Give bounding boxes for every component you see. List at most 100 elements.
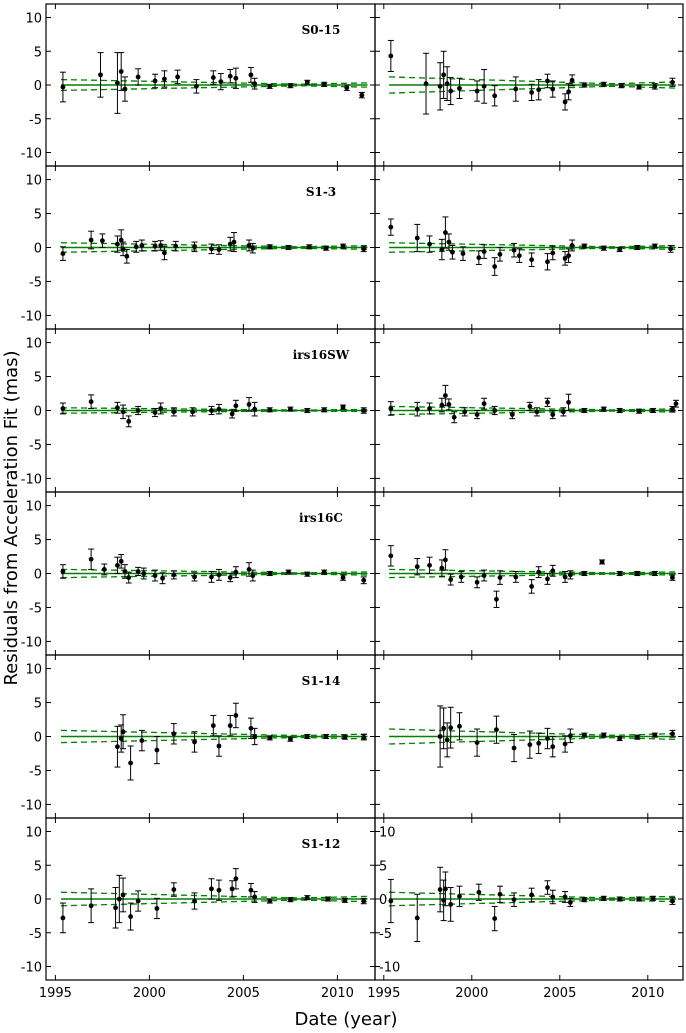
data-marker xyxy=(60,915,66,921)
data-marker xyxy=(162,76,167,82)
data-marker xyxy=(304,734,310,739)
data-point xyxy=(232,868,239,890)
y-tick-label: 0 xyxy=(34,405,42,420)
data-marker xyxy=(288,897,293,903)
y-tick-label: -5 xyxy=(29,275,42,290)
data-point xyxy=(266,898,273,904)
fit-lower-bound xyxy=(389,573,677,579)
data-marker xyxy=(388,53,394,59)
data-point xyxy=(191,892,198,910)
data-point xyxy=(567,728,574,744)
data-point xyxy=(650,407,657,414)
data-point xyxy=(340,404,347,410)
data-point xyxy=(321,569,328,575)
data-marker xyxy=(441,897,447,903)
data-marker xyxy=(511,247,517,253)
data-point xyxy=(437,705,444,768)
data-marker xyxy=(250,245,256,251)
data-marker xyxy=(88,399,94,405)
data-point xyxy=(304,895,311,901)
data-marker xyxy=(601,81,607,87)
data-marker xyxy=(474,412,480,417)
data-marker xyxy=(246,567,252,572)
data-point xyxy=(120,714,127,750)
data-point xyxy=(287,897,294,903)
y-tick-label: 5 xyxy=(34,534,42,549)
data-point xyxy=(321,407,328,413)
data-marker xyxy=(175,74,181,80)
data-marker xyxy=(340,404,346,410)
data-marker xyxy=(267,407,273,413)
data-marker xyxy=(233,75,239,81)
data-point xyxy=(99,233,106,248)
fit-upper-bound xyxy=(389,76,677,85)
data-point xyxy=(121,76,128,102)
data-marker xyxy=(569,77,575,83)
data-marker xyxy=(450,249,455,255)
data-point xyxy=(59,71,66,103)
data-marker xyxy=(427,562,432,568)
data-point xyxy=(581,407,588,414)
data-marker xyxy=(448,725,454,731)
data-marker xyxy=(252,406,258,412)
data-marker xyxy=(427,406,432,411)
data-marker xyxy=(60,406,66,411)
y-tick-label: -5 xyxy=(29,438,42,453)
data-point xyxy=(97,52,104,98)
data-point xyxy=(651,243,658,249)
data-point xyxy=(426,235,433,253)
data-point xyxy=(600,245,607,251)
data-marker xyxy=(567,899,573,905)
data-marker xyxy=(216,572,222,578)
data-marker xyxy=(460,251,466,257)
fit-upper-bound xyxy=(389,568,677,574)
data-point xyxy=(341,897,348,903)
y-tick-label: -10 xyxy=(379,961,400,976)
data-point xyxy=(246,397,253,412)
data-marker xyxy=(492,916,498,921)
data-marker xyxy=(650,408,656,413)
data-point xyxy=(650,895,657,901)
data-marker xyxy=(444,737,450,743)
data-marker xyxy=(457,893,462,899)
data-marker xyxy=(98,72,103,78)
data-point xyxy=(127,902,134,931)
data-marker xyxy=(567,572,573,578)
data-marker xyxy=(516,253,522,259)
data-marker xyxy=(439,402,445,408)
data-point xyxy=(118,52,125,91)
data-marker xyxy=(246,243,252,248)
data-point xyxy=(157,240,164,251)
data-marker xyxy=(325,896,331,902)
data-point xyxy=(325,896,331,902)
data-point xyxy=(246,562,253,577)
data-point xyxy=(161,70,168,88)
data-marker xyxy=(462,409,468,415)
data-marker xyxy=(582,571,587,576)
data-marker xyxy=(427,241,432,247)
data-marker xyxy=(474,88,480,94)
data-point xyxy=(651,570,658,577)
data-point xyxy=(266,244,273,250)
data-marker xyxy=(448,902,454,907)
data-point xyxy=(491,405,498,416)
data-marker xyxy=(120,246,126,252)
data-point xyxy=(544,253,551,271)
data-point xyxy=(535,566,542,579)
data-point xyxy=(123,249,130,264)
data-point xyxy=(581,243,588,249)
data-point xyxy=(667,244,674,253)
data-marker xyxy=(227,73,233,79)
data-marker xyxy=(321,81,327,87)
data-point xyxy=(157,402,164,415)
data-marker xyxy=(359,92,365,98)
data-point xyxy=(651,732,658,738)
data-marker xyxy=(617,736,623,741)
data-point xyxy=(285,569,292,575)
data-point xyxy=(215,735,222,757)
y-tick-label: -10 xyxy=(21,961,42,976)
data-point xyxy=(414,223,421,253)
data-marker xyxy=(670,406,675,412)
data-point xyxy=(208,405,215,416)
